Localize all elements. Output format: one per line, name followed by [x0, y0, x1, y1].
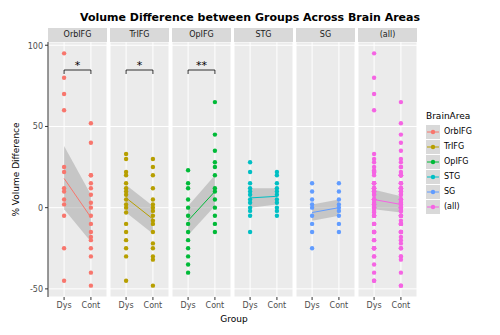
svg-text:0: 0	[38, 204, 43, 213]
svg-text:Dys: Dys	[367, 301, 382, 310]
svg-text:Dys: Dys	[243, 301, 258, 310]
svg-text:Cont: Cont	[206, 301, 225, 310]
svg-text:*: *	[75, 59, 81, 72]
svg-text:Cont: Cont	[144, 301, 163, 310]
svg-text:Dys: Dys	[57, 301, 72, 310]
svg-text:50: 50	[33, 122, 43, 131]
html-text:OpIFG: OpIFG	[189, 30, 214, 39]
html-text:OrbIFG: OrbIFG	[444, 127, 472, 136]
html-text:OpIFG: OpIFG	[444, 157, 469, 166]
svg-text:% Volume Difference: % Volume Difference	[11, 122, 21, 217]
svg-text:100: 100	[28, 42, 43, 51]
svg-text:Dys: Dys	[305, 301, 320, 310]
html-text:OrbIFG: OrbIFG	[63, 30, 92, 39]
svg-text:Cont: Cont	[330, 301, 349, 310]
svg-text:Cont: Cont	[82, 301, 101, 310]
html-text:STG: STG	[444, 172, 461, 181]
html-text:TrIFG: TrIFG	[444, 142, 465, 151]
svg-text:*: *	[137, 59, 143, 72]
html-text:Group: Group	[220, 314, 248, 324]
html-text:TrIFG: TrIFG	[129, 30, 150, 39]
svg-text:Dys: Dys	[119, 301, 134, 310]
html-text:(all): (all)	[444, 202, 460, 211]
html-text:SG: SG	[444, 187, 456, 196]
svg-text:-50: -50	[30, 285, 43, 294]
html-text:STG: STG	[255, 30, 272, 39]
svg-text:Cont: Cont	[392, 301, 411, 310]
html-text:BrainArea: BrainArea	[426, 111, 471, 121]
svg-text:Cont: Cont	[268, 301, 287, 310]
html-text:SG: SG	[319, 30, 332, 39]
svg-text:Dys: Dys	[181, 301, 196, 310]
html-text:(all): (all)	[379, 30, 396, 39]
html-text:Volume Difference between Grou: Volume Difference between Groups Across …	[80, 11, 420, 24]
svg-text:**: **	[196, 59, 208, 72]
